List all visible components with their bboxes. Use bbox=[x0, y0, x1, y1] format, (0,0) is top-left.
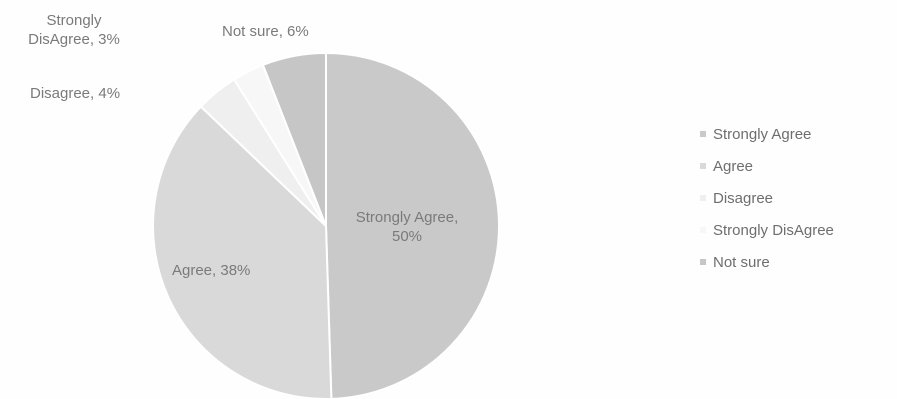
legend-label: Strongly DisAgree bbox=[713, 221, 834, 239]
data-label-strongly-agree: Strongly Agree, 50% bbox=[355, 209, 459, 245]
legend-swatch bbox=[700, 259, 706, 265]
data-label-not-sure: Not sure, 6% bbox=[222, 23, 309, 40]
pie-slice-strongly-agree bbox=[325, 51, 500, 399]
legend-label: Agree bbox=[713, 157, 754, 175]
legend-swatch bbox=[700, 195, 706, 201]
data-label-strongly-disagree: Strongly DisAgree, 3% bbox=[28, 12, 120, 48]
legend-item-strongly-disagree: Strongly DisAgree bbox=[700, 214, 834, 246]
legend-item-disagree: Disagree bbox=[700, 182, 834, 214]
legend-swatch bbox=[700, 163, 706, 169]
legend-swatch bbox=[700, 227, 706, 233]
pie-slice-not-sure bbox=[261, 51, 327, 227]
pie-slice-agree bbox=[152, 105, 333, 399]
legend-label: Strongly Agree bbox=[713, 125, 812, 143]
data-label-agree: Agree, 38% bbox=[172, 262, 251, 279]
legend: Strongly Agree Agree Disagree Strongly D… bbox=[700, 118, 834, 278]
legend-item-not-sure: Not sure bbox=[700, 246, 834, 278]
legend-label: Disagree bbox=[713, 189, 774, 207]
legend-item-strongly-agree: Strongly Agree bbox=[700, 118, 834, 150]
data-label-disagree: Disagree, 4% bbox=[30, 85, 121, 102]
legend-swatch bbox=[700, 131, 706, 137]
legend-item-agree: Agree bbox=[700, 150, 834, 182]
legend-label: Not sure bbox=[713, 253, 770, 271]
